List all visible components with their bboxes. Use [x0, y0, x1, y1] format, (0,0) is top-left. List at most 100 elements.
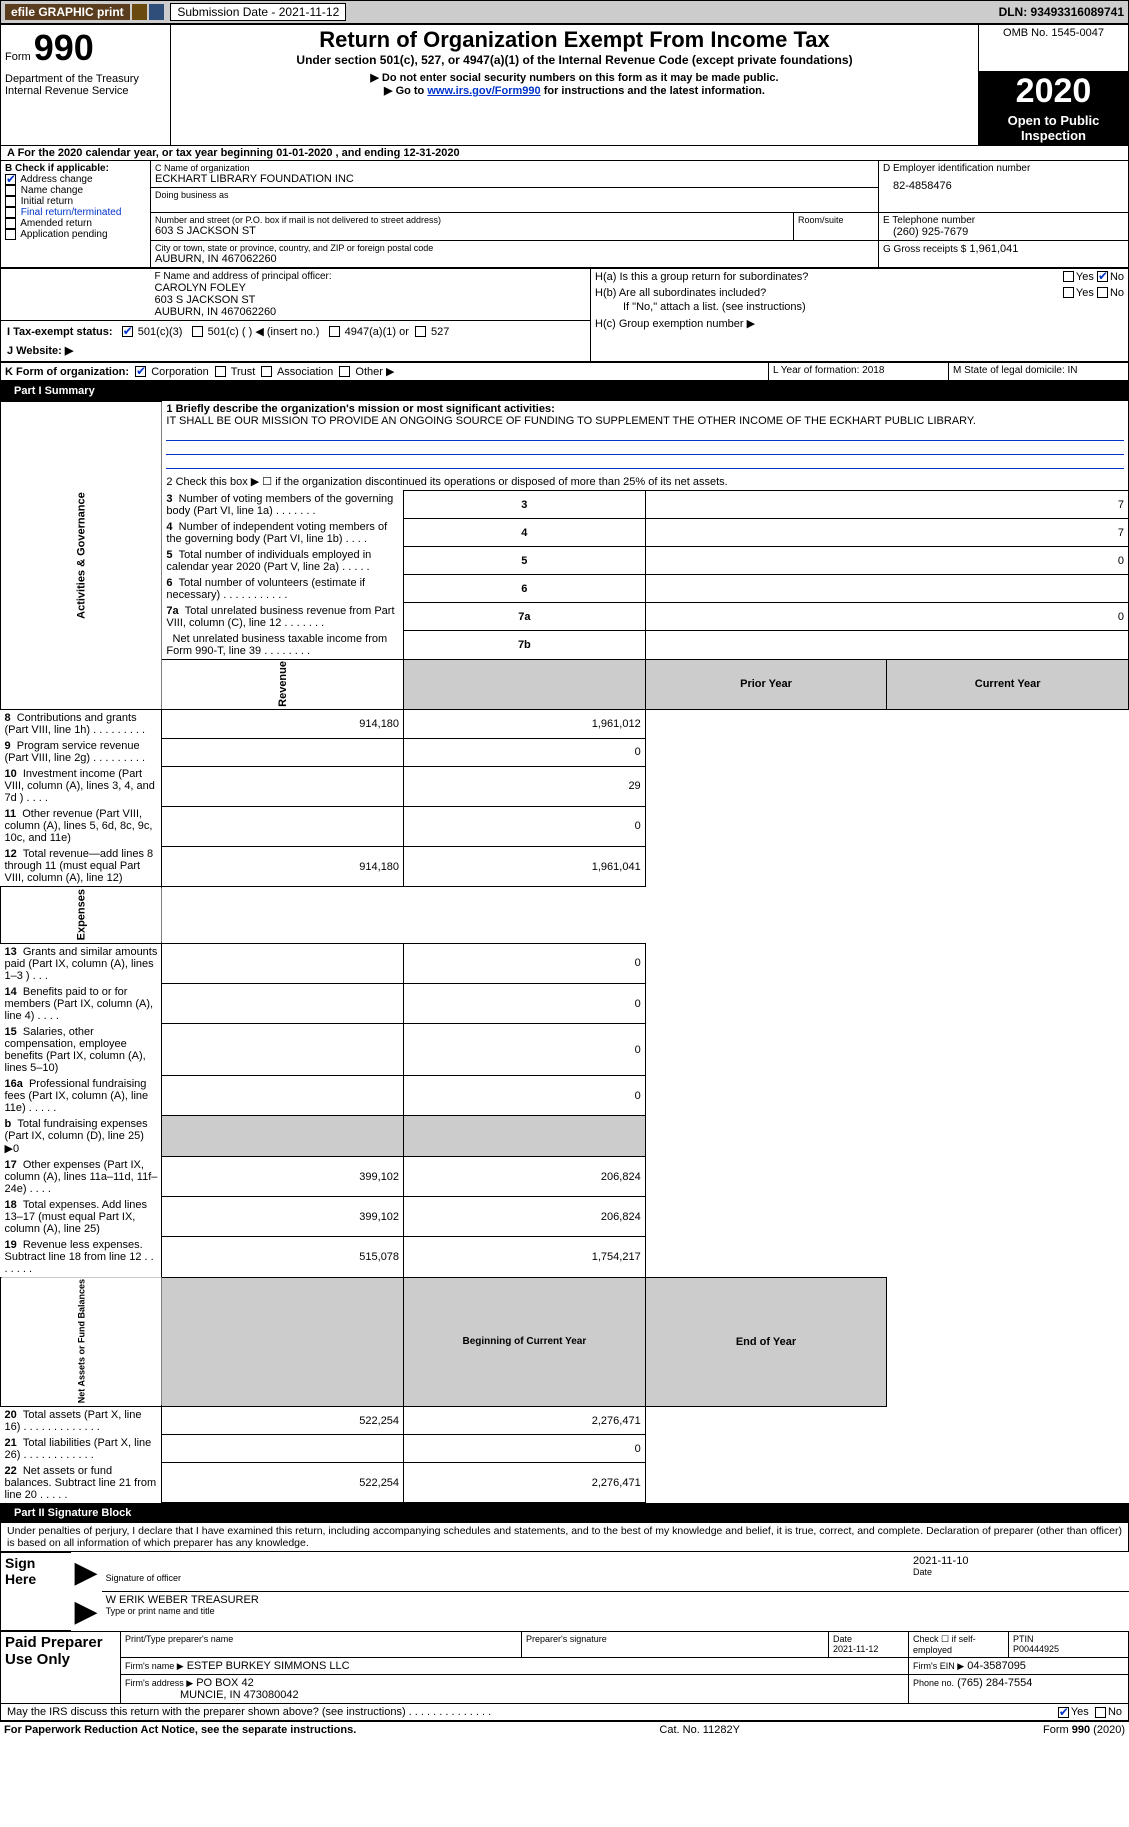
street-label: Number and street (or P.O. box if mail i…: [155, 215, 789, 225]
h-a-yes-check[interactable]: [1063, 271, 1074, 282]
box-m: M State of legal domicile: IN: [949, 362, 1129, 380]
phone-value: (765) 284-7554: [957, 1677, 1032, 1689]
exp-row-prior: [162, 943, 404, 984]
box-f-label: F Name and address of principal officer:: [155, 271, 587, 282]
form-note2: ▶ Go to www.irs.gov/Form990 for instruct…: [175, 84, 974, 97]
exp-row-current: 0: [404, 984, 646, 1024]
room-suite-label: Room/suite: [794, 212, 879, 240]
check-initial-return[interactable]: [5, 196, 16, 207]
rev-row-prior: [162, 766, 404, 806]
check-501c3[interactable]: [122, 326, 133, 337]
gov-row-label: 3 Number of voting members of the govern…: [162, 491, 404, 519]
na-row-label: 20 Total assets (Part X, line 16) . . . …: [1, 1406, 162, 1435]
h-b-yes-check[interactable]: [1063, 287, 1074, 298]
na-row-end: 2,276,471: [404, 1463, 646, 1503]
gov-row-box: 3: [404, 491, 646, 519]
check-corporation[interactable]: [135, 366, 146, 377]
h-b-label: H(b) Are all subordinates included?: [595, 287, 766, 299]
rev-row-prior: 914,180: [162, 710, 404, 739]
opt-501c: 501(c) ( ) ◀ (insert no.): [208, 326, 320, 338]
side-expenses: Expenses: [75, 889, 87, 940]
exp-row-current: 206,824: [404, 1157, 646, 1197]
check-association[interactable]: [261, 366, 272, 377]
opt-4947: 4947(a)(1) or: [345, 326, 409, 338]
h-a-yes: Yes: [1076, 271, 1094, 283]
rev-row-current: 1,961,041: [404, 846, 646, 887]
gov-row-val: [645, 631, 1128, 660]
officer-name: CAROLYN FOLEY: [155, 282, 587, 294]
discuss-no: No: [1108, 1706, 1122, 1718]
gov-row-label: 6 Total number of volunteers (estimate i…: [162, 575, 404, 603]
footer-left: For Paperwork Reduction Act Notice, see …: [4, 1724, 356, 1736]
exp-row-label: 14 Benefits paid to or for members (Part…: [1, 984, 162, 1024]
box-e-label: E Telephone number: [883, 215, 1124, 226]
city-value: AUBURN, IN 467062260: [155, 253, 874, 265]
i-label: I Tax-exempt status:: [7, 326, 113, 338]
discuss-yes-check[interactable]: [1058, 1707, 1069, 1718]
form-header: Form 990 Return of Organization Exempt F…: [0, 24, 1129, 146]
h-b-no-check[interactable]: [1097, 287, 1108, 298]
phone-label: Phone no.: [913, 1678, 954, 1688]
rev-row-label: 12 Total revenue—add lines 8 through 11 …: [1, 846, 162, 887]
exp-row-current: [404, 1116, 646, 1157]
exp-row-prior: [162, 1076, 404, 1116]
exp-row-prior: 399,102: [162, 1197, 404, 1237]
pp-name-label: Print/Type preparer's name: [125, 1634, 233, 1644]
opt-association: Association: [277, 366, 333, 378]
na-row-label: 21 Total liabilities (Part X, line 26) .…: [1, 1435, 162, 1463]
officer-addr1: 603 S JACKSON ST: [155, 294, 587, 306]
exp-row-label: 19 Revenue less expenses. Subtract line …: [1, 1237, 162, 1278]
check-amended[interactable]: [5, 218, 16, 229]
check-trust[interactable]: [215, 366, 226, 377]
check-name-change[interactable]: [5, 185, 16, 196]
label-app-pending: Application pending: [20, 229, 107, 240]
dba-label: Doing business as: [155, 190, 874, 200]
form-note1: ▶ Do not enter social security numbers o…: [175, 71, 974, 84]
h-a-no: No: [1110, 271, 1124, 283]
exp-row-prior: 515,078: [162, 1237, 404, 1278]
discuss-text: May the IRS discuss this return with the…: [7, 1706, 491, 1718]
officer-printed-name: W ERIK WEBER TREASURER: [106, 1594, 1125, 1606]
telephone-value: (260) 925-7679: [883, 226, 1124, 238]
discuss-no-check[interactable]: [1095, 1707, 1106, 1718]
check-4947[interactable]: [329, 326, 340, 337]
gov-row-label: Net unrelated business taxable income fr…: [162, 631, 404, 660]
klm-row: K Form of organization: Corporation Trus…: [0, 362, 1129, 381]
h-b-no: No: [1110, 287, 1124, 299]
check-527[interactable]: [415, 326, 426, 337]
q2-text: 2 Check this box ▶ ☐ if the organization…: [162, 473, 1129, 491]
check-final-return[interactable]: [5, 207, 16, 218]
gov-row-box: 7b: [404, 631, 646, 660]
form990-link[interactable]: www.irs.gov/Form990: [427, 85, 540, 97]
na-row-begin: 522,254: [162, 1463, 404, 1503]
check-address-change[interactable]: [5, 174, 16, 185]
org-name: ECKHART LIBRARY FOUNDATION INC: [155, 173, 874, 185]
side-netassets: Net Assets or Fund Balances: [76, 1280, 86, 1404]
firm-ein-value: 04-3587095: [967, 1660, 1026, 1672]
box-c-name-label: C Name of organization: [155, 163, 874, 173]
sign-here-block: Sign Here ▶ Signature of officer 2021-11…: [0, 1552, 1129, 1631]
mission-text: IT SHALL BE OUR MISSION TO PROVIDE AN ON…: [166, 415, 975, 427]
officer-name-label: Type or print name and title: [106, 1606, 1125, 1616]
opt-other: Other ▶: [355, 366, 394, 378]
exp-row-current: 0: [404, 1024, 646, 1076]
label-address-change: Address change: [20, 174, 92, 185]
gov-row-val: [645, 575, 1128, 603]
box-l: L Year of formation: 2018: [769, 362, 949, 380]
exp-row-label: 15 Salaries, other compensation, employe…: [1, 1024, 162, 1076]
check-application-pending[interactable]: [5, 229, 16, 240]
omb-number: OMB No. 1545-0047: [979, 25, 1129, 72]
firm-addr1: PO BOX 42: [196, 1677, 253, 1689]
h-a-no-check[interactable]: [1097, 271, 1108, 282]
firm-name-value: ESTEP BURKEY SIMMONS LLC: [187, 1660, 350, 1672]
sig-arrow-icon: ▶: [71, 1553, 102, 1592]
check-501c[interactable]: [192, 326, 203, 337]
col-end: End of Year: [645, 1277, 887, 1406]
badge-print: [149, 4, 164, 20]
sig-date-label: Date: [913, 1567, 1125, 1577]
opt-trust: Trust: [231, 366, 256, 378]
footer-right: Form 990 (2020): [1043, 1724, 1125, 1736]
check-other[interactable]: [339, 366, 350, 377]
col-prior: Prior Year: [645, 659, 887, 710]
paid-preparer-block: Paid Preparer Use Only Print/Type prepar…: [0, 1631, 1129, 1704]
